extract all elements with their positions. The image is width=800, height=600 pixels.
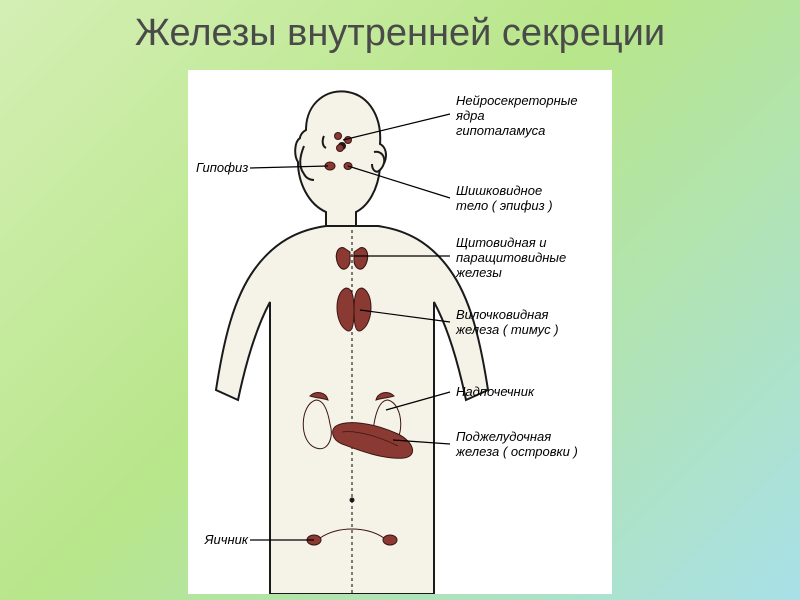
slide: Железы внутренней секреции <box>0 0 800 600</box>
ovary-right <box>383 535 397 545</box>
endocrine-diagram: Нейросекреторные ядра гипоталамуса Гипоф… <box>188 70 612 594</box>
label-thyroid: Щитовидная и паращитовидные железы <box>456 236 566 281</box>
label-adrenal: Надпочечник <box>456 385 534 400</box>
navel <box>350 498 355 503</box>
label-thymus: Вилочковидная железа ( тимус ) <box>456 308 559 338</box>
page-title: Железы внутренней секреции <box>0 12 800 55</box>
label-hypothalamus: Нейросекреторные ядра гипоталамуса <box>456 94 578 139</box>
label-pancreas: Поджелудочная железа ( островки ) <box>456 430 578 460</box>
label-ovary: Яичник <box>196 533 248 548</box>
label-pineal: Шишковидное тело ( эпифиз ) <box>456 184 553 214</box>
label-pituitary: Гипофиз <box>196 161 248 176</box>
